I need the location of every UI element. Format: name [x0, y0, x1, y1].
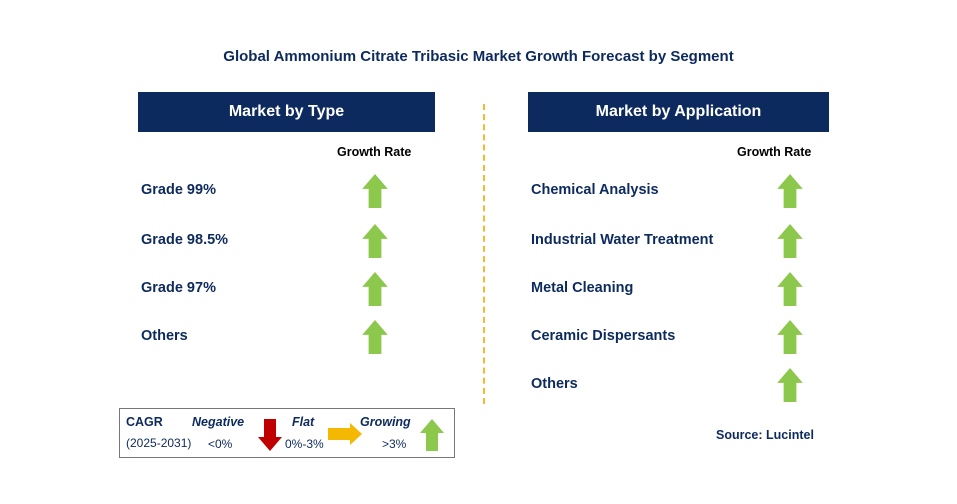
source-note: Source: Lucintel — [716, 428, 814, 442]
up-arrow-icon — [362, 320, 388, 354]
application-panel-header: Market by Application — [528, 92, 829, 132]
application-growth-rate-label: Growth Rate — [737, 145, 812, 159]
segment-label: Others — [141, 328, 188, 344]
segment-label: Industrial Water Treatment — [531, 232, 714, 248]
segment-label: Others — [531, 376, 578, 392]
segment-label: Grade 98.5% — [141, 232, 229, 248]
legend-growing: Growing — [360, 415, 411, 429]
up-arrow-icon — [362, 174, 388, 208]
up-arrow-icon — [420, 419, 444, 451]
up-arrow-icon — [777, 272, 803, 306]
cagr-legend: CAGR (2025-2031) Negative <0% Flat 0%-3%… — [119, 408, 455, 458]
legend-flat: Flat — [292, 415, 315, 429]
up-arrow-icon — [362, 272, 388, 306]
legend-cagr: CAGR — [126, 415, 163, 429]
legend-negative: Negative — [192, 415, 245, 429]
panel-divider — [483, 104, 485, 404]
up-arrow-icon — [362, 224, 388, 258]
legend-period: (2025-2031) — [126, 436, 192, 450]
up-arrow-icon — [777, 320, 803, 354]
segment-label: Metal Cleaning — [531, 280, 634, 296]
segment-label: Chemical Analysis — [531, 182, 659, 198]
up-arrow-icon — [777, 368, 803, 402]
right-arrow-icon — [328, 423, 362, 445]
segment-label: Grade 97% — [141, 280, 216, 296]
type-growth-rate-label: Growth Rate — [337, 145, 412, 159]
up-arrow-icon — [777, 224, 803, 258]
legend-negative-range: <0% — [208, 437, 233, 451]
page-title: Global Ammonium Citrate Tribasic Market … — [223, 48, 734, 65]
legend-flat-range: 0%-3% — [285, 437, 324, 451]
legend-growing-range: >3% — [382, 437, 407, 451]
down-arrow-icon — [258, 419, 282, 451]
type-panel-header: Market by Type — [138, 92, 435, 132]
segment-label: Ceramic Dispersants — [531, 328, 676, 344]
up-arrow-icon — [777, 174, 803, 208]
segment-label: Grade 99% — [141, 182, 216, 198]
